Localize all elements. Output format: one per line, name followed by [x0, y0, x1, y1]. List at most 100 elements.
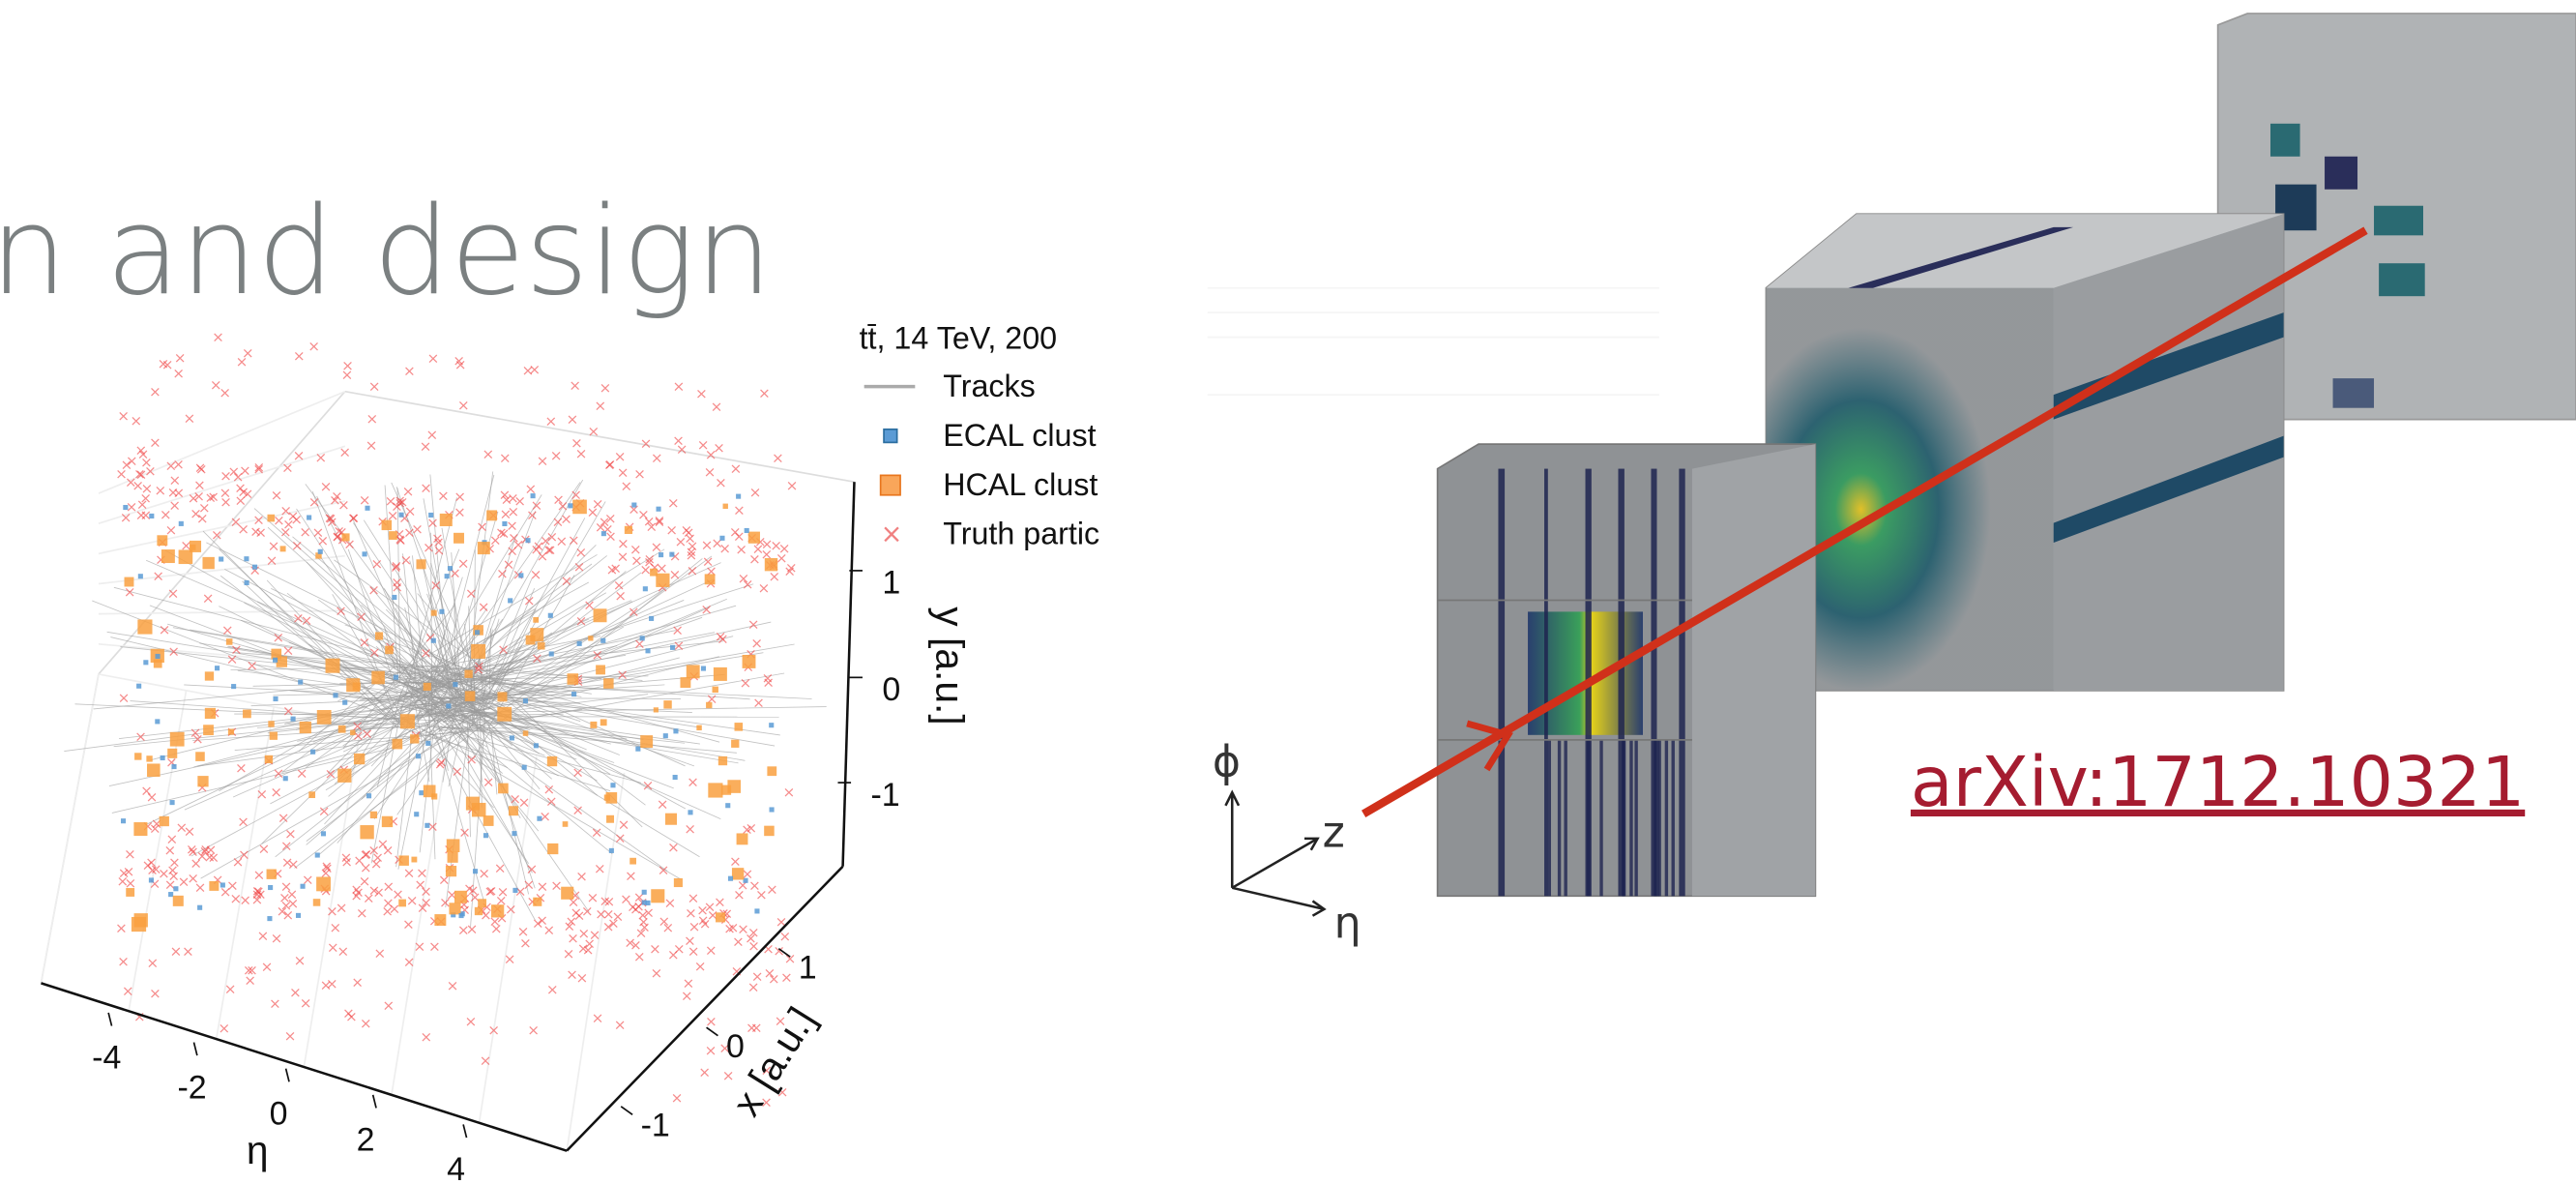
stripe	[1587, 740, 1590, 896]
truth-particle: ×	[544, 412, 557, 429]
ecal-cluster	[640, 636, 645, 640]
truth-particle: ×	[447, 977, 459, 994]
ecal-cluster	[342, 700, 347, 705]
truth-particle: ×	[747, 978, 760, 995]
hcal-cluster	[280, 546, 286, 551]
truth-particle: ×	[238, 846, 250, 864]
truth-particle: ×	[729, 460, 742, 478]
hcal-cluster	[705, 574, 716, 584]
hcal-cluster	[765, 558, 777, 571]
ecal-cluster	[219, 556, 223, 561]
truth-particle: ×	[186, 841, 198, 858]
eta-tick	[463, 1124, 466, 1138]
ecal-cluster	[643, 586, 648, 591]
hcal-cluster	[680, 677, 690, 688]
hcal-cluster	[594, 608, 607, 622]
truth-particle: ×	[271, 930, 283, 947]
truth-particle: ×	[780, 968, 793, 986]
truth-particle: ×	[182, 943, 194, 961]
truth-particle: ×	[420, 438, 432, 456]
ecal-cluster	[701, 666, 706, 670]
hcal-cluster	[446, 866, 456, 876]
truth-particle: ×	[530, 566, 542, 583]
truth-particle: ×	[279, 523, 292, 541]
ecal-cluster	[645, 901, 650, 905]
hcal-cluster	[713, 687, 718, 693]
legend-swatch: ×	[881, 519, 903, 549]
hcal-cluster	[265, 755, 273, 763]
hcal-cluster	[398, 900, 406, 907]
arxiv-link[interactable]: arXiv:1712.10321	[1911, 742, 2525, 822]
truth-particle: ×	[142, 857, 155, 874]
hcal-cluster	[360, 825, 373, 839]
truth-particle: ×	[188, 489, 200, 507]
hcal-cluster	[448, 852, 458, 863]
ecal-cluster	[244, 556, 249, 561]
hcal-cluster	[317, 710, 332, 725]
hcal-cluster	[300, 722, 311, 733]
truth-particle: ×	[672, 377, 685, 395]
hcal-cluster	[640, 735, 653, 748]
eta-tick-label: -4	[92, 1040, 121, 1077]
truth-particle: ×	[367, 581, 380, 599]
ecal-cluster	[267, 916, 272, 921]
truth-particle: ×	[122, 983, 134, 1000]
truth-particle: ×	[220, 467, 232, 485]
eta-tick-label: 2	[357, 1122, 375, 1159]
truth-particle: ×	[154, 482, 166, 499]
hcal-cluster	[464, 670, 472, 678]
legend-swatch	[881, 475, 900, 494]
truth-particle: ×	[281, 906, 294, 924]
truth-particle: ×	[747, 616, 760, 634]
hcal-cluster	[410, 734, 419, 743]
hcal-cluster	[267, 870, 277, 879]
truth-particle: ×	[665, 521, 678, 539]
truth-particle: ×	[568, 531, 580, 548]
y-tick-label: 0	[882, 671, 900, 708]
ecal-cluster	[745, 528, 749, 533]
hcal-cluster	[478, 899, 486, 907]
truth-particle: ×	[722, 1067, 735, 1084]
hcal-cluster	[226, 638, 233, 645]
truth-particle: ×	[130, 412, 142, 429]
ecal-cluster	[149, 514, 154, 518]
ecal-cluster	[601, 531, 606, 536]
hcal-cluster	[563, 821, 569, 827]
ecal-cluster	[283, 776, 288, 781]
grid-line	[41, 674, 98, 983]
truth-particle: ×	[525, 861, 538, 878]
stripe	[1548, 740, 1551, 896]
truth-particle: ×	[454, 504, 466, 521]
truth-particle: ×	[569, 377, 581, 395]
hcal-cluster	[197, 776, 208, 786]
ecal-cluster	[215, 666, 220, 670]
hcal-cluster	[716, 912, 725, 922]
truth-particle: ×	[212, 329, 224, 346]
ecal-cluster	[392, 595, 396, 600]
hcal-cluster	[533, 617, 539, 623]
truth-particle: ×	[187, 870, 199, 887]
truth-particle: ×	[210, 376, 222, 394]
ecal-cluster	[549, 651, 554, 656]
y-axis-label: y [a.u.]	[927, 607, 972, 725]
truth-particle: ×	[575, 868, 588, 885]
truth-particle: ×	[432, 533, 445, 550]
hcal-cluster	[596, 666, 605, 675]
hcal-cluster	[190, 541, 201, 552]
truth-particle: ×	[366, 436, 378, 454]
truth-particle: ×	[289, 984, 302, 1001]
ecal-cluster	[577, 641, 582, 646]
truth-particle: ×	[167, 484, 180, 501]
ecal-cluster	[548, 613, 553, 618]
truth-particle: ×	[164, 457, 177, 474]
ecal-cluster	[315, 852, 320, 857]
legend-entry: Truth partic	[943, 517, 1099, 551]
truth-particle: ×	[702, 553, 715, 571]
hcal-cluster	[134, 913, 148, 927]
hcal-cluster	[346, 678, 360, 692]
ecal-cluster	[179, 521, 184, 526]
truth-particle: ×	[701, 536, 714, 553]
truth-particle: ×	[717, 631, 729, 648]
hcal-cluster	[400, 714, 415, 728]
truth-particle: ×	[637, 506, 650, 523]
